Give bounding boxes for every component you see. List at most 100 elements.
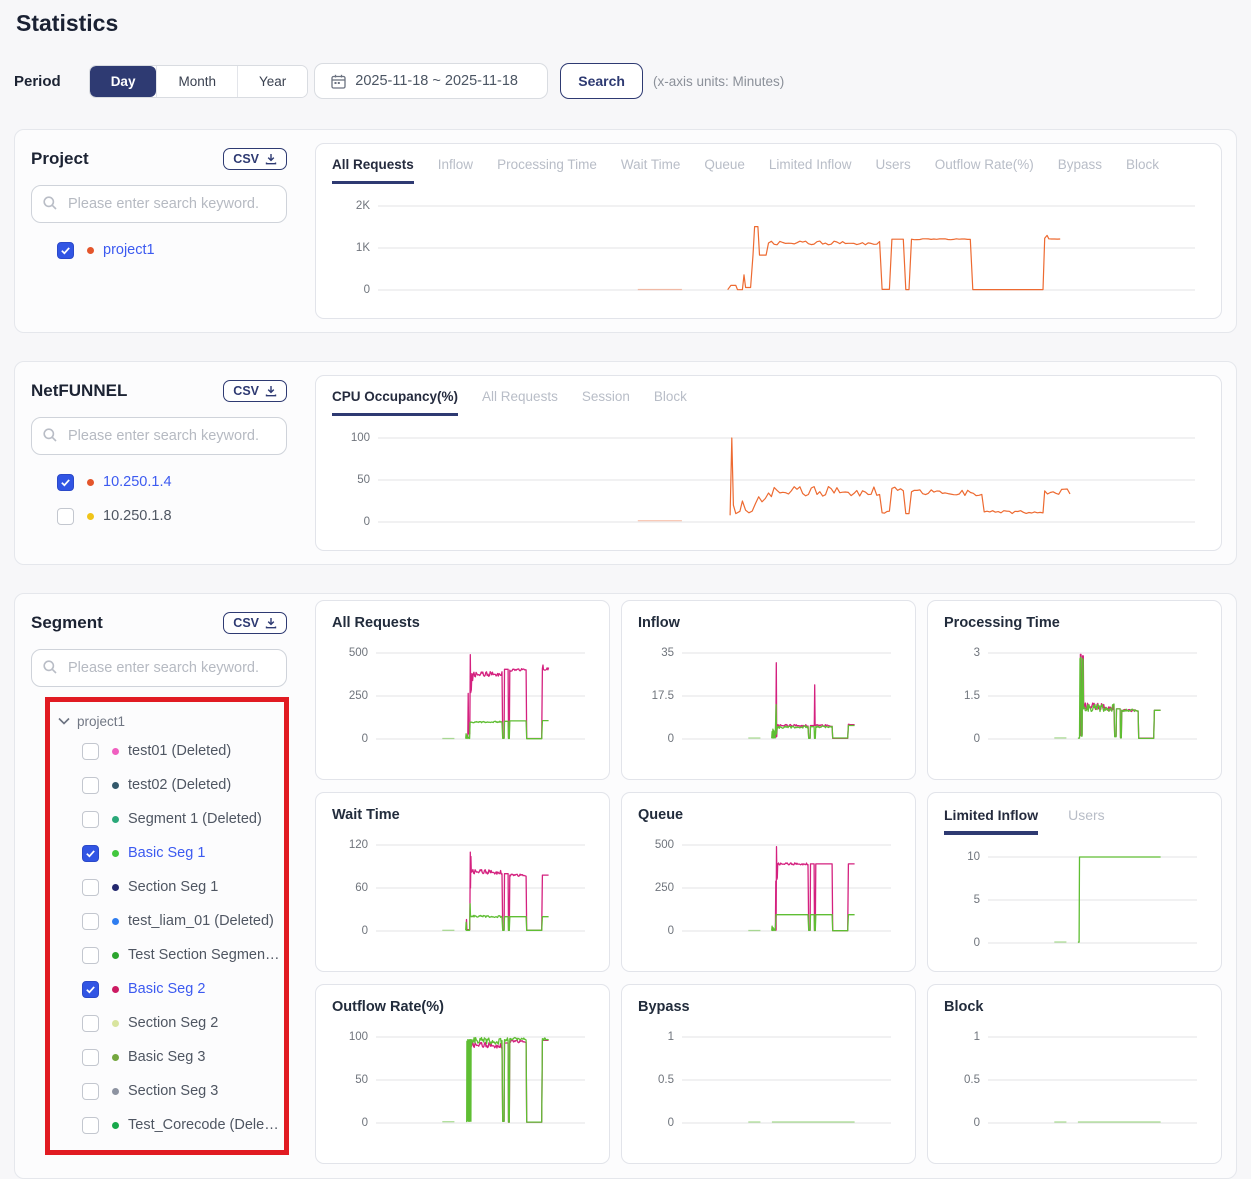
project-list: project1	[31, 233, 303, 267]
segment-panel-title: Segment	[31, 613, 103, 632]
tab-inflow[interactable]: Inflow	[437, 157, 474, 172]
item-label[interactable]: Section Seg 3	[128, 1083, 219, 1099]
list-item: test02 (Deleted)	[56, 768, 282, 802]
all-requests-chart: 0 250 500	[332, 645, 595, 761]
checkbox[interactable]	[57, 473, 74, 491]
svg-text:250: 250	[655, 882, 674, 894]
project-search	[31, 185, 287, 223]
segment-tree-root[interactable]: project1	[56, 708, 282, 734]
tab-all-requests[interactable]: All Requests	[332, 157, 414, 184]
tab-processing-time[interactable]: Processing Time	[497, 157, 597, 172]
checkbox[interactable]	[82, 776, 99, 794]
svg-text:0: 0	[668, 733, 674, 745]
netfunnel-csv-button[interactable]: CSV	[223, 380, 287, 402]
card-all-requests: All Requests 0 250 500	[315, 600, 610, 780]
card-wait-time: Wait Time 0 60 120	[315, 792, 610, 972]
tab-outflow-rate-[interactable]: Outflow Rate(%)	[934, 157, 1034, 172]
tab-users[interactable]: Users	[1068, 807, 1105, 823]
netfunnel-search-input[interactable]	[31, 417, 287, 455]
item-label[interactable]: Test Section Segment (Delet...	[128, 947, 282, 963]
item-label[interactable]: Basic Seg 1	[128, 845, 206, 861]
item-label[interactable]: 10.250.1.8	[103, 508, 172, 524]
checkbox[interactable]	[82, 946, 99, 964]
svg-text:0.5: 0.5	[658, 1074, 674, 1086]
project-search-input[interactable]	[31, 185, 287, 223]
checkbox[interactable]	[82, 980, 99, 998]
csv-label: CSV	[233, 616, 259, 630]
netfunnel-search	[31, 417, 287, 455]
netfunnel-panel: NetFUNNEL CSV 10.250.1.4 10.250.1.8 CPU O…	[14, 361, 1237, 565]
svg-text:10: 10	[967, 851, 980, 863]
csv-label: CSV	[233, 152, 259, 166]
checkbox[interactable]	[82, 878, 99, 896]
tab-users[interactable]: Users	[875, 157, 911, 172]
svg-text:0: 0	[362, 925, 368, 937]
svg-text:0: 0	[668, 925, 674, 937]
tab-bypass[interactable]: Bypass	[1057, 157, 1103, 172]
item-label[interactable]: Section Seg 2	[128, 1015, 219, 1031]
card-title: Bypass	[638, 999, 690, 1015]
checkbox[interactable]	[82, 1116, 99, 1134]
svg-text:0: 0	[974, 733, 980, 745]
segment-search-input[interactable]	[31, 649, 287, 687]
checkbox[interactable]	[82, 844, 99, 862]
download-icon	[265, 617, 277, 629]
period-tab-year[interactable]: Year	[236, 65, 308, 97]
item-label[interactable]: project1	[103, 242, 155, 258]
tab-block[interactable]: Block	[653, 389, 687, 404]
card-bypass: Bypass 0 0.5 1	[621, 984, 916, 1164]
axis-units-note: (x-axis units: Minutes)	[652, 73, 785, 89]
list-item: Section Seg 3	[56, 1074, 282, 1108]
tab-block[interactable]: Block	[1126, 157, 1160, 172]
project-csv-button[interactable]: CSV	[223, 148, 287, 170]
checkbox[interactable]	[82, 1014, 99, 1032]
item-label[interactable]: test02 (Deleted)	[128, 777, 232, 793]
checkbox[interactable]	[82, 742, 99, 760]
block-chart: 0 0.5 1	[944, 1029, 1207, 1145]
item-label[interactable]: Basic Seg 2	[128, 981, 206, 997]
card-limited-inflow: Limited Inflow Users 0 5 10	[927, 792, 1222, 972]
card-queue: Queue 0 250 500	[621, 792, 916, 972]
card-title: All Requests	[332, 615, 420, 631]
color-dot	[112, 781, 119, 789]
item-label[interactable]: Test_Corecode (Deleted)	[128, 1117, 282, 1133]
checkbox[interactable]	[82, 1082, 99, 1100]
project-chart-card: All Requests Inflow Processing Time Wait Ti…	[315, 143, 1222, 319]
color-dot	[112, 917, 119, 925]
item-label[interactable]: Segment 1 (Deleted)	[128, 811, 262, 827]
tab-limited-inflow[interactable]: Limited Inflow	[944, 807, 1039, 835]
svg-text:50: 50	[355, 1074, 368, 1086]
date-range-picker[interactable]: 2025-11-18 ~ 2025-11-18	[314, 63, 549, 99]
list-item: test_liam_01 (Deleted)	[56, 904, 282, 938]
tab-cpu-occupancy-[interactable]: CPU Occupancy(%)	[332, 389, 459, 416]
item-label[interactable]: Section Seg 1	[128, 879, 219, 895]
limited-inflow-chart: 0 5 10	[944, 849, 1207, 965]
segment-csv-button[interactable]: CSV	[223, 612, 287, 634]
search-button[interactable]: Search	[560, 63, 643, 99]
svg-text:500: 500	[655, 839, 674, 851]
tab-session[interactable]: Session	[581, 389, 630, 404]
netfunnel-chart: 0 50 100	[332, 428, 1205, 548]
tab-queue[interactable]: Queue	[704, 157, 745, 172]
item-label[interactable]: Basic Seg 3	[128, 1049, 206, 1065]
color-dot	[112, 1053, 119, 1061]
item-label[interactable]: 10.250.1.4	[103, 474, 172, 490]
tab-limited-inflow[interactable]: Limited Inflow	[768, 157, 852, 172]
checkbox[interactable]	[82, 1048, 99, 1066]
project-panel-title: Project	[31, 149, 89, 168]
inflow-chart: 0 17.5 35	[638, 645, 901, 761]
svg-text:0.5: 0.5	[964, 1074, 980, 1086]
checkbox[interactable]	[82, 912, 99, 930]
checkbox[interactable]	[82, 810, 99, 828]
project-chart: 0 1K 2K	[332, 196, 1205, 316]
period-tab-day[interactable]: Day	[89, 65, 157, 97]
period-toolbar: Period Day Month Year 2025-11-18 ~ 2025-11…	[14, 63, 1251, 99]
tab-all-requests[interactable]: All Requests	[482, 389, 558, 404]
checkbox[interactable]	[57, 241, 74, 259]
item-label[interactable]: test01 (Deleted)	[128, 743, 232, 759]
tab-wait-time[interactable]: Wait Time	[620, 157, 681, 172]
svg-text:100: 100	[351, 432, 370, 444]
period-tab-month[interactable]: Month	[156, 65, 237, 97]
item-label[interactable]: test_liam_01 (Deleted)	[128, 913, 274, 929]
checkbox[interactable]	[57, 507, 74, 525]
